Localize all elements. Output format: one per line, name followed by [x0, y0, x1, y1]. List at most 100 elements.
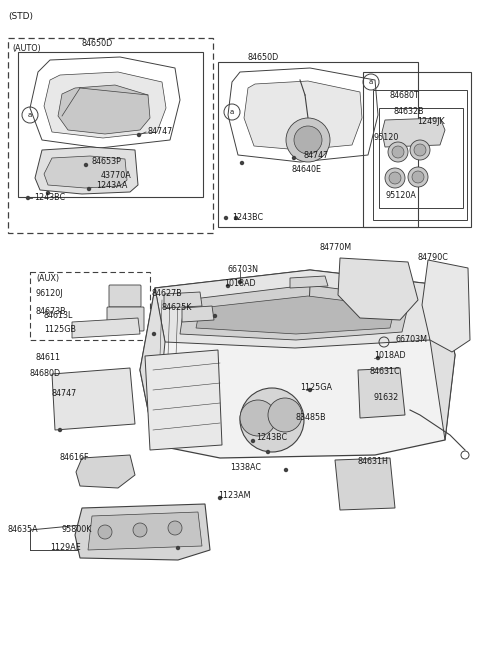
Circle shape	[240, 160, 244, 165]
Circle shape	[308, 388, 312, 392]
Text: 84653P: 84653P	[92, 157, 122, 166]
Polygon shape	[88, 512, 202, 550]
Circle shape	[268, 398, 302, 432]
Text: 84790C: 84790C	[417, 253, 448, 263]
Text: 84613L: 84613L	[44, 312, 73, 320]
Polygon shape	[422, 260, 470, 352]
Text: 1129AE: 1129AE	[50, 544, 81, 553]
Circle shape	[234, 215, 238, 220]
Circle shape	[152, 332, 156, 336]
FancyBboxPatch shape	[109, 285, 141, 307]
Circle shape	[176, 546, 180, 550]
Text: 95120: 95120	[374, 132, 399, 141]
Polygon shape	[335, 458, 395, 510]
FancyBboxPatch shape	[107, 307, 144, 331]
Circle shape	[238, 280, 242, 284]
Polygon shape	[338, 258, 418, 320]
Circle shape	[84, 163, 88, 167]
Text: 91632: 91632	[374, 394, 399, 403]
Text: a: a	[369, 79, 373, 85]
Text: 84770M: 84770M	[320, 244, 352, 252]
Text: 1243BC: 1243BC	[256, 434, 287, 443]
Polygon shape	[52, 368, 135, 430]
Text: 95120A: 95120A	[385, 191, 416, 200]
Circle shape	[224, 215, 228, 220]
Polygon shape	[164, 292, 202, 308]
Circle shape	[137, 133, 141, 137]
Text: 1249JK: 1249JK	[417, 117, 444, 126]
Bar	[379, 108, 463, 208]
Polygon shape	[44, 72, 166, 138]
Text: (STD): (STD)	[8, 12, 33, 21]
Text: 1018AD: 1018AD	[374, 352, 406, 360]
Circle shape	[284, 468, 288, 472]
Polygon shape	[44, 156, 127, 188]
Text: 1018AD: 1018AD	[224, 278, 256, 288]
Text: 84616F: 84616F	[60, 453, 89, 462]
Text: 96120J: 96120J	[36, 290, 63, 299]
Text: 95800K: 95800K	[62, 525, 92, 534]
Polygon shape	[58, 85, 150, 134]
Text: 84611: 84611	[36, 354, 61, 362]
Bar	[18, 52, 203, 197]
Circle shape	[87, 187, 91, 191]
Circle shape	[26, 196, 30, 200]
Text: 84650D: 84650D	[82, 39, 113, 48]
Text: 84673B: 84673B	[36, 307, 67, 316]
Text: 1125GA: 1125GA	[300, 383, 332, 392]
Circle shape	[388, 142, 408, 162]
Text: 1243BC: 1243BC	[34, 193, 65, 202]
Circle shape	[392, 146, 404, 158]
Text: 1243AA: 1243AA	[96, 181, 127, 191]
Polygon shape	[430, 285, 455, 440]
Text: 1123AM: 1123AM	[218, 491, 251, 500]
Circle shape	[218, 496, 222, 500]
Text: a: a	[230, 109, 234, 115]
Circle shape	[286, 118, 330, 162]
Bar	[363, 72, 471, 227]
Circle shape	[414, 144, 426, 156]
Text: 66703M: 66703M	[396, 335, 428, 345]
Text: 84635A: 84635A	[8, 525, 38, 534]
Circle shape	[240, 388, 304, 452]
Polygon shape	[140, 270, 455, 458]
Text: (AUTO): (AUTO)	[12, 43, 41, 52]
Text: 84650D: 84650D	[248, 52, 279, 62]
Polygon shape	[76, 455, 135, 488]
Text: 1338AC: 1338AC	[230, 464, 261, 472]
Polygon shape	[382, 118, 445, 147]
Text: 84627B: 84627B	[152, 290, 183, 299]
Circle shape	[46, 191, 50, 195]
Circle shape	[292, 156, 296, 160]
Text: 84631H: 84631H	[358, 457, 389, 466]
Bar	[218, 62, 418, 227]
Circle shape	[98, 525, 112, 539]
Circle shape	[226, 284, 230, 288]
Circle shape	[58, 428, 62, 432]
Bar	[373, 90, 467, 220]
Circle shape	[294, 126, 322, 154]
Circle shape	[213, 314, 217, 318]
Text: (AUX): (AUX)	[36, 274, 59, 282]
Text: 84640E: 84640E	[291, 166, 321, 174]
Circle shape	[168, 521, 182, 535]
Polygon shape	[145, 350, 222, 450]
Text: 83485B: 83485B	[296, 413, 326, 422]
Circle shape	[251, 439, 255, 443]
Polygon shape	[155, 270, 440, 348]
Circle shape	[389, 172, 401, 184]
Circle shape	[376, 356, 380, 360]
Text: 66703N: 66703N	[228, 265, 259, 274]
Text: a: a	[28, 112, 32, 118]
Text: 84747: 84747	[303, 151, 328, 160]
Circle shape	[240, 400, 276, 436]
Circle shape	[408, 167, 428, 187]
Polygon shape	[290, 276, 328, 288]
Text: 84747: 84747	[52, 390, 77, 398]
Circle shape	[266, 450, 270, 454]
Circle shape	[133, 523, 147, 537]
Text: 43770A: 43770A	[101, 170, 132, 179]
Circle shape	[410, 140, 430, 160]
Text: 84631C: 84631C	[370, 367, 401, 377]
Polygon shape	[244, 81, 362, 150]
